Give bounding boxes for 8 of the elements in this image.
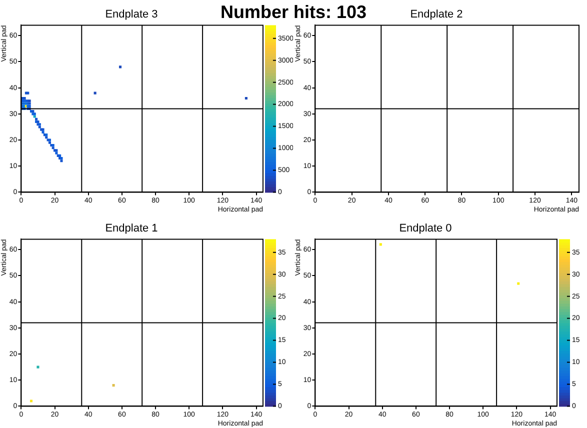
point	[112, 384, 115, 387]
chart-title: Endplate 2	[410, 8, 463, 21]
point	[30, 400, 33, 402]
chart-title: Endplate 0	[399, 222, 452, 235]
point	[36, 366, 40, 368]
chart-title: Endplate 1	[105, 222, 158, 235]
chart-title: Endplate 3	[105, 8, 158, 21]
text: Number hits: 103	[220, 2, 367, 22]
